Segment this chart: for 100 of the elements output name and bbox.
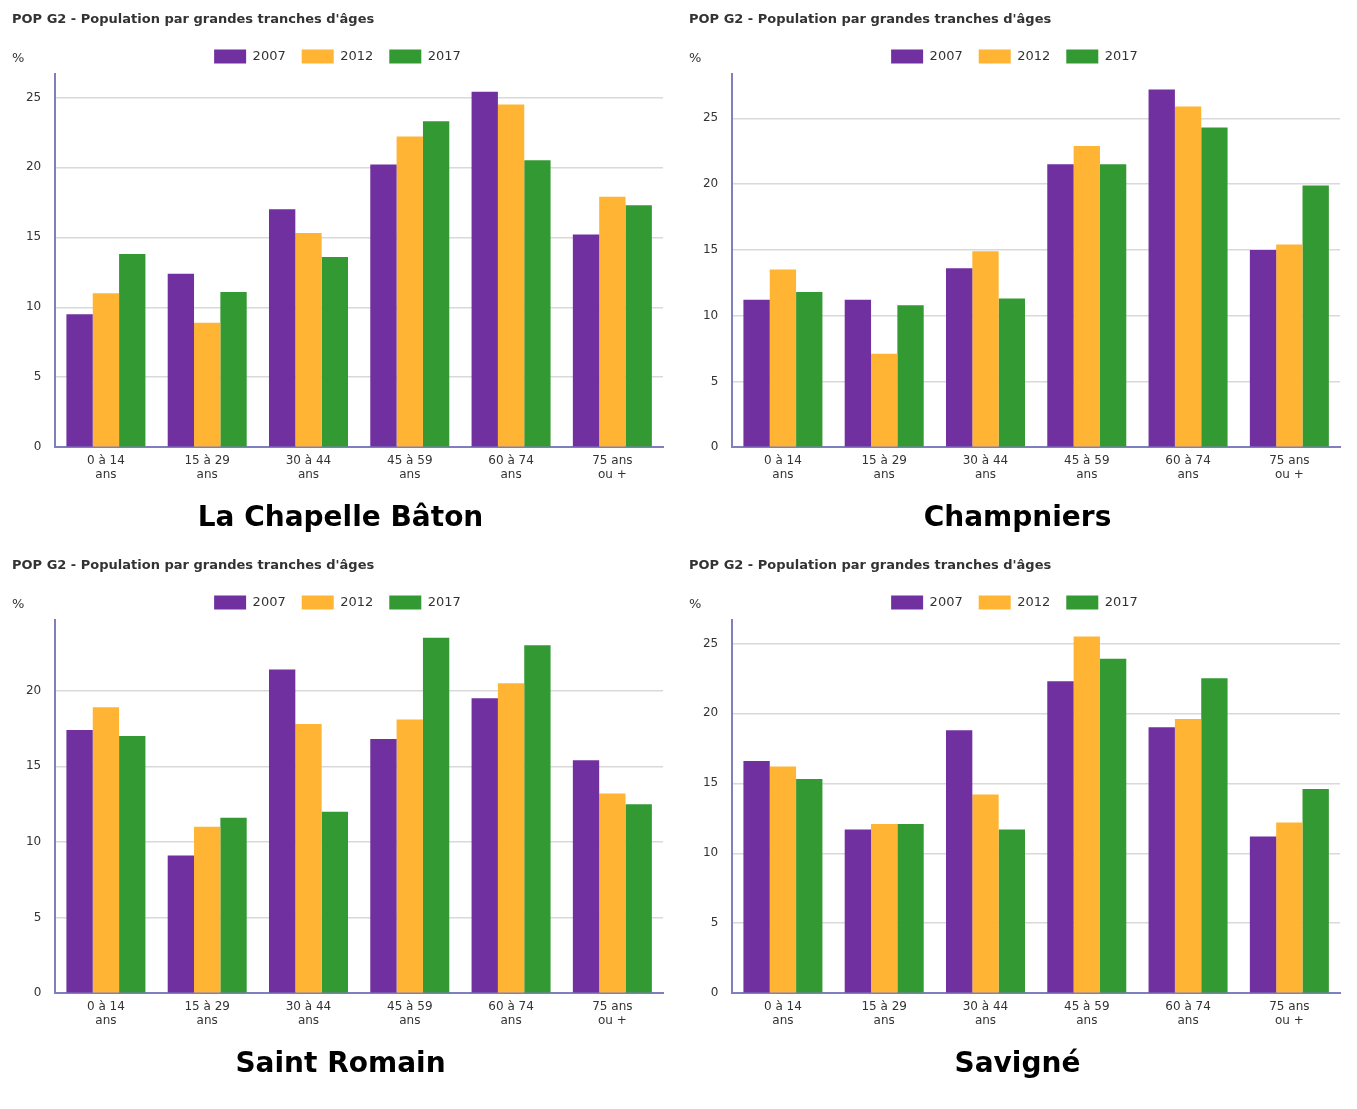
legend-label: 2012 xyxy=(1017,47,1051,63)
y-tick-label: 0 xyxy=(710,985,719,1000)
y-tick-label: 15 xyxy=(702,775,719,790)
bar xyxy=(497,683,525,993)
x-tick-label: 30 à 44 ans xyxy=(285,452,332,481)
bar xyxy=(972,251,999,447)
bar xyxy=(998,829,1025,993)
bar xyxy=(1099,658,1127,993)
legend-label: 2007 xyxy=(252,593,286,609)
bar xyxy=(572,234,600,447)
text: Champniers xyxy=(923,500,1112,535)
chart-title: POP G2 - Population par grandes tranches d'âges xyxy=(689,557,1052,573)
bar xyxy=(524,645,551,993)
bar xyxy=(1302,788,1329,993)
legend-label: 2017 xyxy=(1104,593,1138,609)
bar xyxy=(396,136,423,447)
x-tick-label: 45 à 59 ans xyxy=(387,452,433,481)
bar xyxy=(66,730,93,993)
text: Saint Romain xyxy=(235,1046,446,1081)
x-tick-label: 0 à 14 ans xyxy=(86,452,125,481)
y-tick-label: 20 xyxy=(702,176,719,191)
bar xyxy=(1148,89,1175,447)
bar xyxy=(1174,718,1202,993)
bar xyxy=(194,322,221,447)
bar xyxy=(471,698,498,993)
legend-label: 2007 xyxy=(929,593,963,609)
bar xyxy=(844,299,872,447)
legend-label: 2017 xyxy=(1104,47,1138,63)
bar xyxy=(268,669,296,993)
bar xyxy=(1073,636,1100,993)
x-tick-label: 15 à 29 ans xyxy=(184,452,230,481)
y-tick-label: 20 xyxy=(702,705,719,720)
x-tick-label: 30 à 44 ans xyxy=(962,998,1009,1027)
bar xyxy=(1276,244,1303,447)
bar xyxy=(897,305,924,447)
bar xyxy=(871,823,898,993)
bar xyxy=(769,766,797,993)
x-tick-label: 75 ans ou + xyxy=(592,998,633,1027)
bar xyxy=(220,817,247,993)
bar xyxy=(220,291,247,447)
x-tick-label: 15 à 29 ans xyxy=(184,998,230,1027)
x-tick-label: 15 à 29 ans xyxy=(861,452,907,481)
x-tick-label: 60 à 74 ans xyxy=(1165,452,1211,481)
y-axis-title: % xyxy=(12,596,25,612)
bar xyxy=(92,293,120,447)
bar xyxy=(321,811,348,993)
y-tick-label: 20 xyxy=(25,682,42,697)
bar xyxy=(743,299,770,447)
bar xyxy=(92,707,120,993)
y-tick-label: 15 xyxy=(702,242,719,256)
x-tick-label: 45 à 59 ans xyxy=(1064,452,1110,481)
bar xyxy=(1047,164,1074,447)
y-tick-label: 10 xyxy=(25,299,42,314)
legend-label: 2007 xyxy=(252,47,286,63)
legend-label: 2007 xyxy=(929,47,963,63)
legend-label: 2012 xyxy=(1017,593,1051,609)
bar xyxy=(268,209,296,447)
bar xyxy=(167,855,195,993)
bar xyxy=(1047,681,1074,993)
bar xyxy=(1099,164,1127,447)
x-tick-label: 75 ans ou + xyxy=(1269,998,1310,1027)
x-tick-label: 15 à 29 ans xyxy=(861,998,907,1027)
bar xyxy=(1148,727,1175,993)
bar xyxy=(1201,127,1228,447)
bar xyxy=(1249,249,1277,447)
bar xyxy=(422,637,450,993)
y-axis-title: % xyxy=(689,596,702,612)
x-tick-label: 60 à 74 ans xyxy=(488,452,534,481)
bar xyxy=(897,823,924,993)
bar xyxy=(625,205,652,447)
x-tick-label: 45 à 59 ans xyxy=(1064,998,1110,1027)
y-tick-label: 15 xyxy=(25,758,42,773)
y-tick-label: 10 xyxy=(702,845,719,860)
bar xyxy=(295,233,322,447)
y-axis-title: % xyxy=(689,50,702,66)
bar xyxy=(370,739,397,993)
bar xyxy=(119,254,146,447)
y-tick-label: 15 xyxy=(25,229,42,244)
bar xyxy=(167,273,195,447)
y-tick-label: 5 xyxy=(33,909,42,924)
bar xyxy=(119,736,146,993)
y-tick-label: 25 xyxy=(702,110,719,125)
y-tick-label: 5 xyxy=(33,369,42,384)
bar xyxy=(945,268,973,447)
bar xyxy=(871,353,898,447)
y-tick-label: 10 xyxy=(702,307,719,322)
x-tick-label: 60 à 74 ans xyxy=(1165,998,1211,1027)
bar xyxy=(471,91,498,447)
bar xyxy=(370,164,397,447)
bar xyxy=(422,121,450,447)
bar xyxy=(524,160,551,447)
bar xyxy=(844,829,872,993)
x-tick-label: 30 à 44 ans xyxy=(962,452,1009,481)
bar xyxy=(1201,678,1228,993)
bar xyxy=(1174,106,1202,447)
y-tick-label: 0 xyxy=(710,439,719,454)
x-tick-label: 30 à 44 ans xyxy=(285,998,332,1027)
y-axis-title: % xyxy=(12,50,25,66)
y-tick-label: 25 xyxy=(25,89,42,104)
bar xyxy=(321,256,348,447)
